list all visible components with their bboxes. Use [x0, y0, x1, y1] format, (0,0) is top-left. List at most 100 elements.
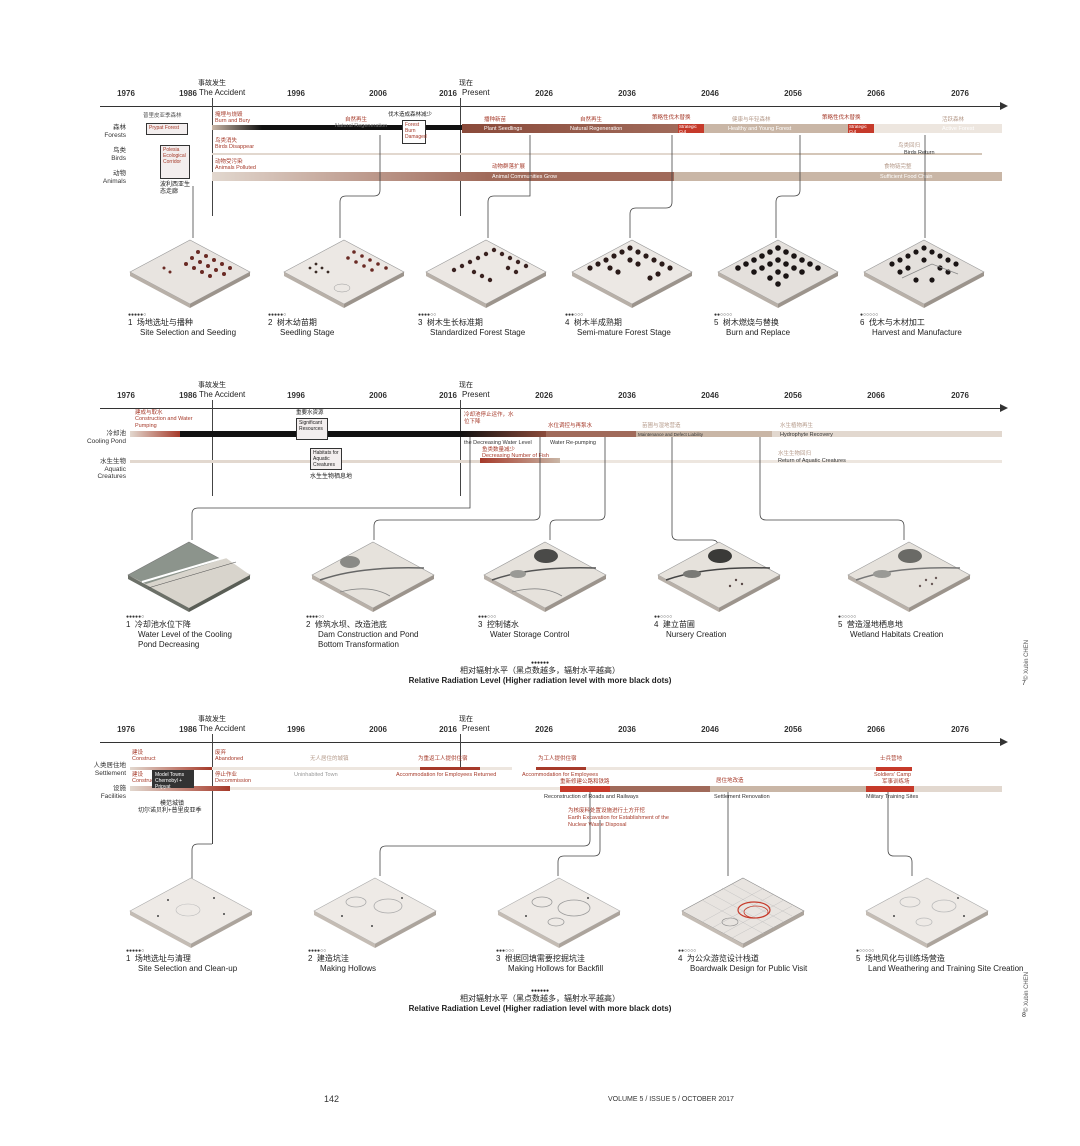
label-hydro-en: Hydrophyte Recovery: [780, 432, 833, 438]
radiation-legend-2: ●●●●●● 相对辐射水平（黑点数越多，辐射水平越高） Relative Rad…: [408, 988, 672, 1013]
year-label: 1986: [179, 89, 197, 98]
accident-label-zh: 事故发生: [198, 716, 226, 723]
year-label: 2076: [951, 391, 969, 400]
forests-bar-healthy: [704, 124, 848, 133]
caption-pond-4: ●●○○○○ 4 建立苗圃 Nursery Creation: [654, 614, 727, 639]
label-active-zh: 活跃森林: [942, 117, 965, 123]
pond-tile-5: [847, 541, 971, 612]
category-aquatic: 水生生物 Aquatic Creatures: [97, 458, 126, 480]
label-animals-zh: 动物受污染: [215, 159, 243, 165]
category-forests: 森林 Forests: [104, 124, 126, 139]
label-comm-zh: 动物群落扩展: [492, 164, 526, 170]
model-towns-box: Model Towns Chernobyl + Pripyat: [152, 770, 194, 790]
label-uninh-en: Uninhabited Town: [294, 772, 338, 778]
year-label: 1986: [179, 725, 197, 734]
label-burn-en: Burn and Bury: [215, 118, 251, 124]
label-comm-en: Animal Communities Grow: [492, 174, 558, 180]
year-label: 1976: [117, 89, 135, 98]
accident-label-en: The Accident: [199, 88, 246, 97]
animals-bar-polluted: [212, 172, 488, 181]
year-label: 1996: [287, 391, 305, 400]
present-marker: [460, 98, 461, 216]
pripyat-forest-box: Prypat Forest: [146, 123, 188, 135]
year-label: 1976: [117, 391, 135, 400]
year-label: 2046: [701, 725, 719, 734]
year-label: 2066: [867, 725, 885, 734]
label-build-en: Construct: [132, 756, 156, 762]
settlement-tile-4: [681, 877, 805, 948]
label-rec-zh: 重新修建公路和铁路: [560, 779, 610, 785]
label-nursery-en: Maintenance and Defect Liability: [638, 432, 704, 437]
label-decom-zh: 停止作业: [215, 772, 238, 778]
label-camp-en: Soldiers' Camp: [874, 772, 912, 778]
timeline-arrow: [1000, 404, 1008, 412]
animals-bar-communities: [488, 172, 674, 181]
pond-bar-construction: [130, 431, 180, 437]
label-hydro-zh: 水生植物再生: [780, 423, 814, 429]
label-mil-en: Military Training Sites: [866, 794, 919, 800]
aquatic-bar-return: [560, 460, 1002, 463]
label-natural2-zh: 自然再生: [580, 117, 603, 123]
label-strategic2-box: Strategic Cut Replace: [849, 124, 867, 139]
timeline-axis: [100, 106, 1002, 107]
forest-tile-1: [129, 239, 251, 308]
present-label-en: Present: [462, 724, 490, 733]
caption-forest-4: ●●●○○○ 4 树木半成熟期 Semi-mature Forest Stage: [565, 312, 671, 337]
year-label: 2076: [951, 725, 969, 734]
year-label: 1996: [287, 725, 305, 734]
label-rec-en: Reconstruction of Roads and Railways: [544, 794, 639, 800]
label-healthy-en: Healthy and Young Forest: [728, 126, 792, 132]
pond-tile-4: [657, 541, 781, 612]
label-burn-zh: 掩埋与烧毁: [215, 112, 243, 118]
label-settle-en: Settlement Renovation: [714, 794, 770, 800]
year-label: 2006: [369, 725, 387, 734]
label-emp-en: Accommodation for Employees Returned: [396, 772, 497, 778]
label-birdsret-zh: 鸟类回归: [898, 143, 921, 149]
label-cut-zh: 伐木造成森林减少: [388, 112, 433, 118]
forests-bar-burned: [212, 125, 462, 130]
facilities-bar-renovation: [710, 786, 866, 792]
year-label: 2006: [369, 89, 387, 98]
label-emp2-zh: 为工人提供住宿: [538, 756, 577, 762]
caption-settle-4: ●●○○○○ 4 为公众游览设计栈道 Boardwalk Design for Pu…: [678, 948, 808, 973]
aquatic-habitats-box: Habitats for Aquatic Creatures: [310, 448, 342, 470]
timeline-arrow: [1000, 738, 1008, 746]
label-animals-en: Animals Polluted: [215, 165, 256, 171]
label-emp2-en: Accommodation for Employees: [522, 772, 599, 778]
year-label: 2026: [535, 725, 553, 734]
label-pump-en: Water Re-pumping: [550, 440, 596, 446]
label-natural-zh: 自然再生: [345, 117, 368, 123]
label-chain-en: Sufficient Food Chain: [880, 174, 933, 180]
label-fish-zh: 鱼类数量减少: [482, 447, 516, 453]
year-label: 2016: [439, 89, 457, 98]
year-label: 2036: [618, 89, 636, 98]
label-aban-en: Abandoned: [215, 756, 244, 762]
forests-bar-regeneration: [462, 124, 678, 133]
label-strategic-zh: 策略性伐木替换: [652, 115, 691, 121]
year-label: 2006: [369, 391, 387, 400]
label-plant-en: Plant Seedlings: [484, 126, 523, 132]
settlement-tile-3: [497, 877, 621, 948]
year-label: 2036: [618, 725, 636, 734]
caption-forest-3: ●●●●○○ 3 树木生长标准期 Standardized Forest Stage: [418, 312, 526, 337]
forest-tile-5: [717, 239, 839, 308]
label-dec-en: the Decreasing Water Level: [464, 440, 532, 446]
label-fish-en: Decreasing Number of Fish: [482, 453, 549, 459]
year-label: 1986: [179, 391, 197, 400]
label-aban-zh: 废弃: [215, 750, 227, 756]
present-label-zh: 现在: [459, 716, 473, 723]
radiation-legend-1: ●●●●●● 相对辐射水平（黑点数越多，辐射水平越高） Relative Rad…: [408, 660, 672, 685]
label-uninh-zh: 无人居住的城镇: [310, 756, 349, 762]
forest-tile-3: [425, 239, 547, 308]
label-const-en: Construction and Water Pumping: [135, 416, 193, 429]
label-chain-zh: 食物链完整: [884, 164, 912, 170]
label-decom-en: Decommission: [215, 778, 252, 784]
settlement-bar-construct: [130, 767, 212, 770]
label-earth-zh: 为核废料处置设施进行土方开挖: [568, 808, 646, 814]
category-birds: 鸟类 Birds: [111, 147, 126, 162]
journal-info: VOLUME 5 / ISSUE 5 / OCTOBER 2017: [608, 1096, 734, 1103]
forest-tile-2: [283, 239, 405, 308]
facilities-bar-roads: [560, 786, 610, 792]
label-return-en: Return of Aquatic Creatures: [778, 458, 846, 464]
